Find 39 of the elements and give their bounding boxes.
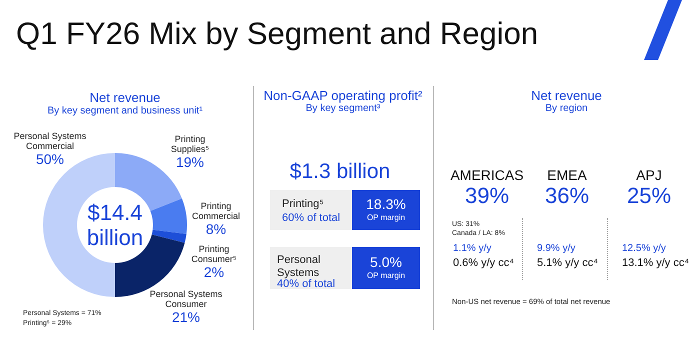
text: Personal Systems [277,254,322,279]
text: 5.0% [370,254,402,270]
data-label: 50% [36,151,64,167]
text: 39% [464,183,510,208]
text: By region [544,103,589,114]
text: 40% of total [277,278,336,291]
chart-subtitle: By key segment and business unit¹ [47,106,204,116]
text: OP margin [366,271,406,280]
slice-label: Personal Systems Consumer [150,289,223,309]
text: Q1 FY26 Mix by Segment and Region [16,16,538,52]
text: 1.1% y/y [453,243,492,254]
data-label: 8% [206,221,226,237]
text: APJ [636,167,662,184]
text: 9.9% y/y [537,243,576,254]
text: OP margin [366,213,406,222]
text: 0.6% y/y cc⁴ [453,257,514,270]
text: 5.1% y/y cc⁴ [537,257,598,270]
data-label: 2% [204,264,224,280]
text: Printing⁵ [282,198,324,211]
data-label: 19% [176,154,204,170]
slice-label: Printing Commercial [192,201,240,221]
text: 13.1% y/y cc⁴ [622,257,690,270]
chart-title: Net revenue [90,90,160,105]
text: Net revenue [530,88,603,103]
text: By key segment³ [304,103,382,114]
text: 18.3% [366,196,406,212]
text: $14.4 billion [86,200,144,250]
text: EMEA [547,167,587,184]
text: $1.3 billion [290,160,390,184]
text: Non-GAAP operating profit² [262,88,424,103]
data-label: 21% [172,309,200,325]
slice-label: Printing Supplies⁵ [170,134,210,154]
slice-label: Printing Consumer⁵ [191,244,237,264]
text: AMERICAS [450,167,524,184]
text: 12.5% y/y [622,243,666,254]
text: 36% [544,183,590,208]
slice-label: Personal Systems Commercial [14,131,87,151]
text: 25% [626,183,672,208]
text: 60% of total [282,212,340,225]
